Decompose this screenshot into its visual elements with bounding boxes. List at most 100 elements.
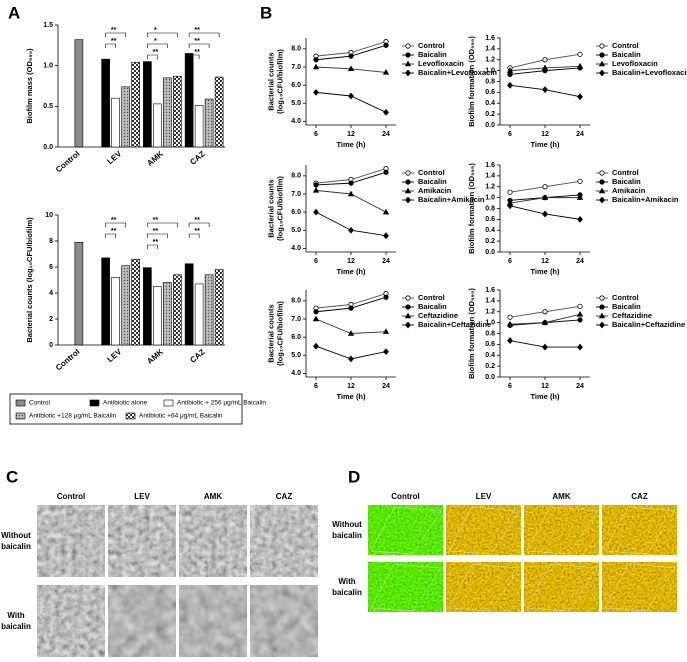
y-tick-label: 1.6 [485,287,495,294]
significance-bracket [188,54,200,59]
x-tick-label: 24 [576,258,584,265]
legend-label: Baicalin [612,302,641,311]
micrograph [108,585,176,657]
legend-marker [405,304,411,310]
y-tick-label: 1.6 [485,162,495,169]
legend-swatch [15,399,26,407]
column-header: LEV [476,492,492,501]
legend-marker [599,304,605,310]
legend-label: Ceftazidine [612,311,652,320]
x-tick-label: Control [54,149,82,174]
y-tick-label: 7.0 [291,191,301,198]
legend-label: Baicalin [612,50,641,59]
micrograph [37,505,105,577]
y-tick-label: 1.0 [43,63,53,70]
data-point [507,71,513,78]
legend-label: Baicalin [418,50,447,59]
data-point [506,320,514,327]
significance-label: * [154,27,157,34]
legend-label: Baicalin [612,177,641,186]
significance-label: ** [153,49,159,56]
significance-bracket [188,222,210,227]
significance-bracket [105,32,126,37]
column-header: AMK [204,492,222,501]
legend-marker [598,312,606,319]
y-tick-label: 0.6 [485,341,495,348]
y-tick-label: 1.0 [485,319,495,326]
data-point [348,305,354,311]
image-frame [526,563,598,612]
y-tick-label: 7.0 [291,64,301,71]
row-label: With baicalin [1,611,31,631]
y-tick-label: 0.2 [485,238,495,245]
y-tick-label: 6.0 [291,334,301,341]
y-tick-label: 4.0 [291,118,301,125]
data-point [576,311,584,317]
y-axis-label: (log₁₀CFU/biofilm) [275,176,284,241]
x-tick-label: LEV [106,149,124,166]
data-point [313,88,319,96]
legend-label: Amikacin [418,186,452,195]
y-tick-label: 1.4 [485,298,495,305]
y-tick-label: 1.0 [485,67,495,74]
legend-label: Control [29,400,51,407]
bar [214,76,224,148]
y-tick-label: 8.0 [291,46,301,53]
legend-label: Baicalin+Amikacin [612,195,679,204]
bar [163,282,172,346]
legend-swatch [15,412,26,420]
data-point [576,194,584,200]
data-point [382,208,390,215]
y-tick-label: 0.0 [43,144,53,151]
legend-marker [599,69,605,77]
row-label: With baicalin [332,577,362,597]
data-point [577,317,583,323]
significance-label: * [154,38,157,45]
y-tick-label: 1.2 [485,309,495,316]
x-tick-label: 12 [541,131,549,138]
data-point [542,343,548,351]
column-header: Control [57,492,85,501]
legend-marker [405,52,411,58]
x-axis-label: Time (h) [530,267,560,276]
data-point [383,169,389,175]
y-tick-label: 4.0 [291,370,301,377]
significance-bracket [188,233,200,238]
bar [204,98,214,148]
legend-marker [405,321,411,329]
legend-label: Baicalin [418,177,447,186]
x-tick-label: 12 [347,258,355,265]
panel-label: D [348,467,360,486]
significance-bracket [105,222,126,227]
x-tick-label: CAZ [188,347,206,365]
legend-marker [404,187,412,194]
legend-label: Baicalin [418,302,447,311]
y-tick-label: 2 [49,316,53,323]
y-axis-label: Bacterial counts [266,179,275,237]
data-point [347,330,355,336]
data-point [313,57,319,63]
data-point [577,178,583,184]
legend-marker [405,170,411,176]
micrograph [446,505,521,555]
column-header: CAZ [276,492,293,501]
bar [153,103,162,148]
legend-marker [404,60,412,67]
micrograph [368,505,443,555]
x-tick-label: AMK [145,149,165,168]
data-point [542,309,548,315]
micrograph [108,505,176,577]
data-point [348,355,354,363]
data-point [312,63,320,70]
x-axis-label: Time (h) [336,140,366,149]
x-tick-label: CAZ [188,149,206,167]
legend-marker [405,43,411,49]
x-tick-label: 24 [576,131,584,138]
bar [184,263,194,346]
bar [194,105,204,148]
significance-bracket [147,32,178,37]
bar [214,269,224,346]
y-axis-label: (log₁₀CFU/biofilm) [275,49,284,114]
legend-label: Control [612,293,639,302]
